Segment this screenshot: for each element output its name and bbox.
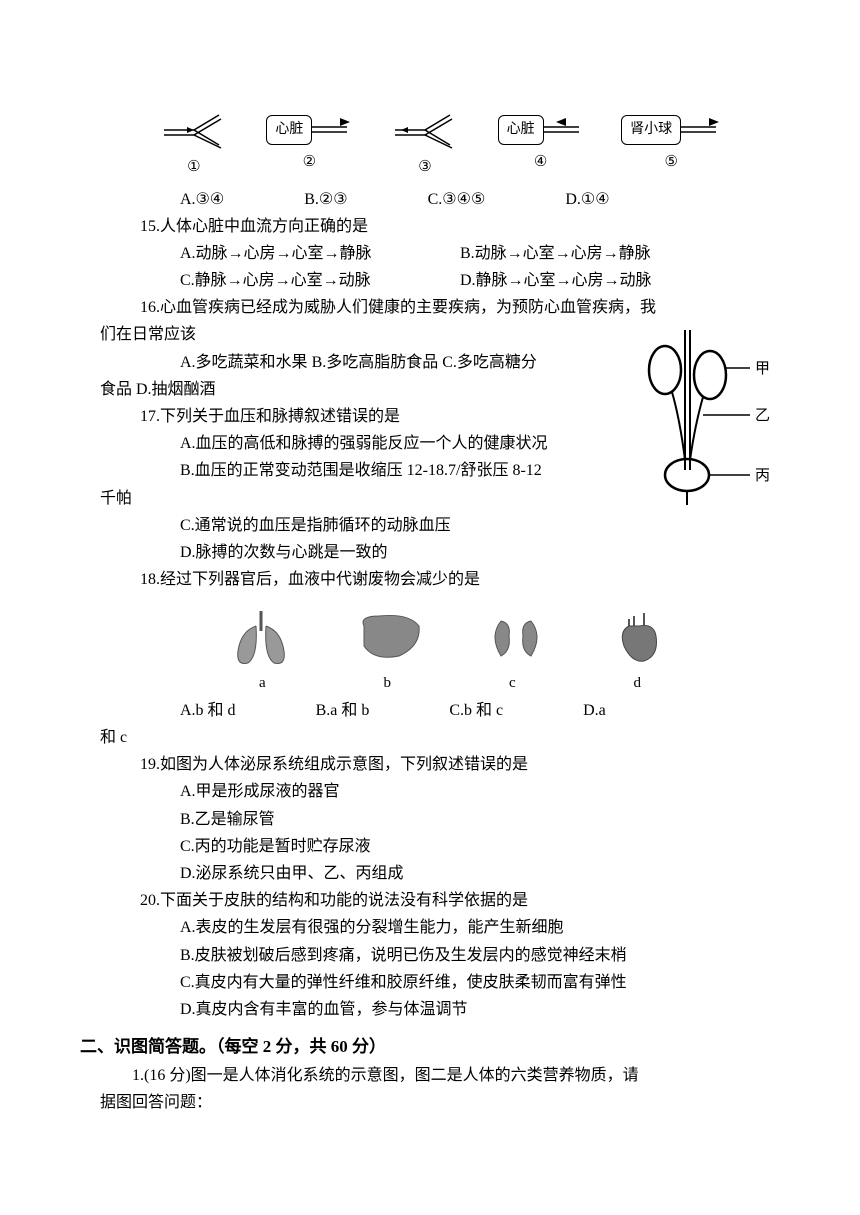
- q17-c: C.通常说的血压是指肺循环的动脉血压: [80, 512, 780, 539]
- num-3: ③: [418, 155, 431, 181]
- label-jia: 甲: [755, 361, 770, 377]
- q19-d: D.泌尿系统只由甲、乙、丙组成: [80, 860, 780, 887]
- q14-b: B.②③: [304, 186, 347, 213]
- lungs-icon: [226, 601, 296, 671]
- q18-b: B.a 和 b: [316, 697, 370, 724]
- liver-icon: [349, 601, 429, 671]
- q15-row2: C.静脉→心房→心室→动脉 D.静脉→心室→心房→动脉: [80, 267, 780, 294]
- q19-a: A.甲是形成尿液的器官: [80, 778, 780, 805]
- q15-b: B.动脉→心室→心房→静脉: [460, 240, 740, 267]
- num-4: ④: [534, 150, 547, 176]
- section2-q1-cont: 据图回答问题：: [80, 1089, 780, 1116]
- organ-label-b: b: [384, 671, 392, 697]
- q20-b: B.皮肤被划破后感到疼痛，说明已伤及生发层内的感觉神经末梢: [80, 942, 780, 969]
- organ-label-c: c: [509, 671, 516, 697]
- q20-c: C.真皮内有大量的弹性纤维和胶原纤维，使皮肤柔韧而富有弹性: [80, 969, 780, 996]
- q18-d-cont: 和 c: [80, 724, 780, 751]
- q16-stem1: 16.心血管疾病已经成为威胁人们健康的主要疾病，为预防心血管疾病，我: [80, 294, 780, 321]
- num-1: ①: [187, 155, 200, 181]
- q14-a: A.③④: [180, 186, 224, 213]
- q15-row1: A.动脉→心房→心室→静脉 B.动脉→心室→心房→静脉: [80, 240, 780, 267]
- q19-stem: 19.如图为人体泌尿系统组成示意图，下列叙述错误的是: [80, 751, 780, 778]
- box-kidney: 肾小球: [621, 115, 681, 145]
- num-5: ⑤: [664, 150, 677, 176]
- box-arrow-3: [681, 115, 721, 145]
- organ-label-d: d: [634, 671, 642, 697]
- q18-d: D.a: [583, 697, 606, 724]
- organ-labels: a b c d: [200, 671, 700, 697]
- diagram-3: ③: [390, 110, 460, 181]
- kidneys-icon: [481, 601, 551, 671]
- organ-label-a: a: [259, 671, 266, 697]
- q20-stem: 20.下面关于皮肤的结构和功能的说法没有科学依据的是: [80, 887, 780, 914]
- diagram-2: 心脏 ②: [266, 115, 352, 176]
- section2-q1: 1.(16 分)图一是人体消化系统的示意图，图二是人体的六类营养物质，请: [80, 1062, 780, 1089]
- q15-c: C.静脉→心房→心室→动脉: [180, 267, 460, 294]
- urinary-system-diagram: 甲 乙 丙: [630, 320, 780, 510]
- q14-d: D.①④: [565, 186, 609, 213]
- q18-a: A.b 和 d: [180, 697, 236, 724]
- q16-c: C.多吃高糖分: [442, 354, 537, 371]
- fork-arrow-3: [390, 110, 460, 150]
- num-2: ②: [303, 150, 316, 176]
- q18-options: A.b 和 d B.a 和 b C.b 和 c D.a: [80, 697, 780, 724]
- top-diagram-row: ① 心脏 ② ③ 心脏: [140, 110, 740, 181]
- q19-b: B.乙是输尿管: [80, 806, 780, 833]
- label-yi: 乙: [755, 408, 770, 424]
- q20-a: A.表皮的生发层有很强的分裂增生能力，能产生新细胞: [80, 914, 780, 941]
- q15-d: D.静脉→心室→心房→动脉: [460, 267, 740, 294]
- box-heart-2: 心脏: [498, 115, 544, 145]
- diagram-1: ①: [159, 110, 229, 181]
- q17-d: D.脉搏的次数与心跳是一致的: [80, 539, 780, 566]
- q19-c: C.丙的功能是暂时贮存尿液: [80, 833, 780, 860]
- q14-options: A.③④ B.②③ C.③④⑤ D.①④: [80, 186, 780, 213]
- label-bing: 丙: [755, 468, 770, 484]
- q14-c: C.③④⑤: [428, 186, 486, 213]
- box-arrow-1: [312, 115, 352, 145]
- diagram-5: 肾小球 ⑤: [621, 115, 721, 176]
- q15-a: A.动脉→心房→心室→静脉: [180, 240, 460, 267]
- fork-arrow-1: [159, 110, 229, 150]
- q15-stem: 15.人体心脏中血流方向正确的是: [80, 213, 780, 240]
- section2-title: 二、识图简答题。（每空 2 分，共 60 分）: [80, 1033, 780, 1062]
- q20-d: D.真皮内含有丰富的血管，参与体温调节: [80, 996, 780, 1023]
- q16-a: A.多吃蔬菜和水果: [180, 354, 308, 371]
- box-heart-1: 心脏: [266, 115, 312, 145]
- box-arrow-2: [544, 115, 584, 145]
- organ-row: [200, 601, 700, 671]
- heart-icon: [604, 601, 674, 671]
- q18-c: C.b 和 c: [449, 697, 503, 724]
- q18-stem: 18.经过下列器官后，血液中代谢废物会减少的是: [80, 566, 780, 593]
- diagram-4: 心脏 ④: [498, 115, 584, 176]
- q16-b: B.多吃高脂肪食品: [312, 354, 439, 371]
